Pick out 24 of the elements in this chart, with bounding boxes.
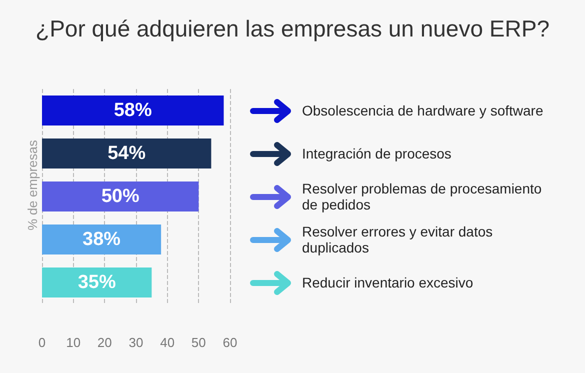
x-tick-label: 50	[191, 335, 206, 350]
x-tick-label: 30	[128, 335, 144, 350]
x-tick-label: 60	[222, 335, 238, 350]
data-label: 58%	[114, 100, 152, 121]
text: ¿Por qué adquieren las empresas un nuevo ERP?	[36, 16, 550, 42]
data-label: 38%	[82, 229, 121, 250]
bar	[42, 268, 152, 298]
y-tick-label: Reducir inventario excesivo	[302, 274, 474, 290]
bar	[42, 224, 162, 254]
data-label: 54%	[108, 143, 146, 164]
x-tick-label: 10	[66, 335, 81, 350]
bar	[42, 182, 199, 212]
data-label: 35%	[78, 272, 116, 293]
x-tick-label: 20	[97, 335, 112, 350]
x-tick-label: 0	[38, 335, 46, 350]
y-axis-title: % de empresas	[25, 140, 40, 230]
y-tick-label: Resolver errores y evitar datos duplicados	[302, 224, 497, 256]
y-tick-label: Integración de procesos	[302, 146, 452, 162]
data-label: 50%	[101, 186, 140, 207]
y-tick-label: Obsolescencia de hardware y software	[302, 102, 544, 118]
bar	[42, 96, 224, 126]
x-tick-label: 40	[160, 335, 175, 350]
y-tick-label: Resolver problemas de procesamiento de pedidos	[302, 180, 546, 212]
bar	[42, 138, 212, 168]
